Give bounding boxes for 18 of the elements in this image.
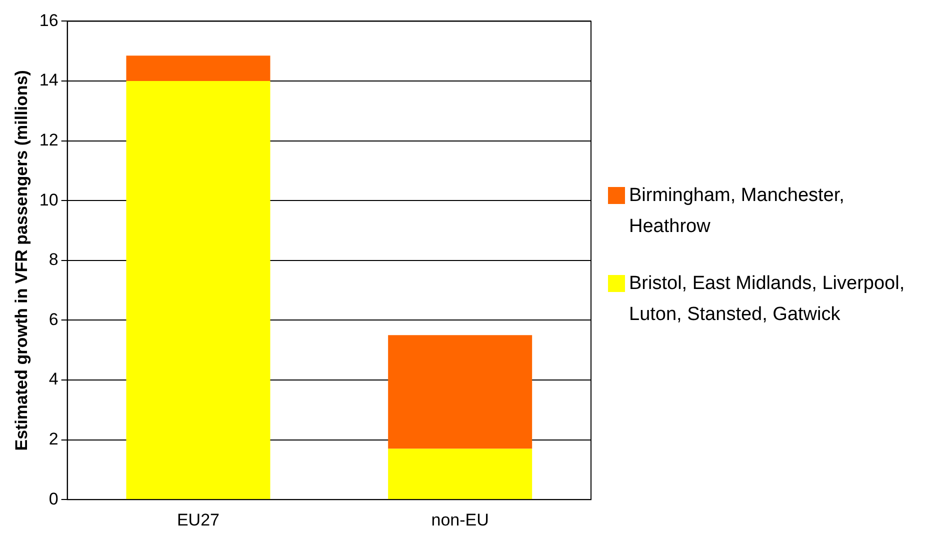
legend-label: Bristol, East Midlands, Liverpool, Luton, Stansted, Gatwick (629, 272, 906, 327)
y-tick-label: 0 (48, 489, 58, 508)
bar (388, 335, 532, 449)
bar (388, 448, 532, 500)
bar (126, 81, 270, 500)
y-tick-label: 16 (39, 10, 58, 30)
y-tick-label: 14 (39, 70, 58, 90)
x-tick-label: non-EU (431, 510, 489, 530)
y-tick-label: 2 (48, 429, 58, 448)
y-tick-label: 8 (48, 250, 58, 270)
x-tick-label: EU27 (176, 510, 220, 530)
y-tick-label: 12 (39, 130, 58, 150)
bar (126, 56, 270, 81)
legend-label: Birmingham, Manchester, Heathrow (629, 184, 846, 239)
y-tick-label: 6 (48, 310, 58, 329)
y-axis-title: Estimated growth in VFR passengers (millions) (12, 70, 31, 451)
y-tick-label: 10 (39, 190, 58, 210)
y-tick-label: 4 (48, 370, 58, 389)
